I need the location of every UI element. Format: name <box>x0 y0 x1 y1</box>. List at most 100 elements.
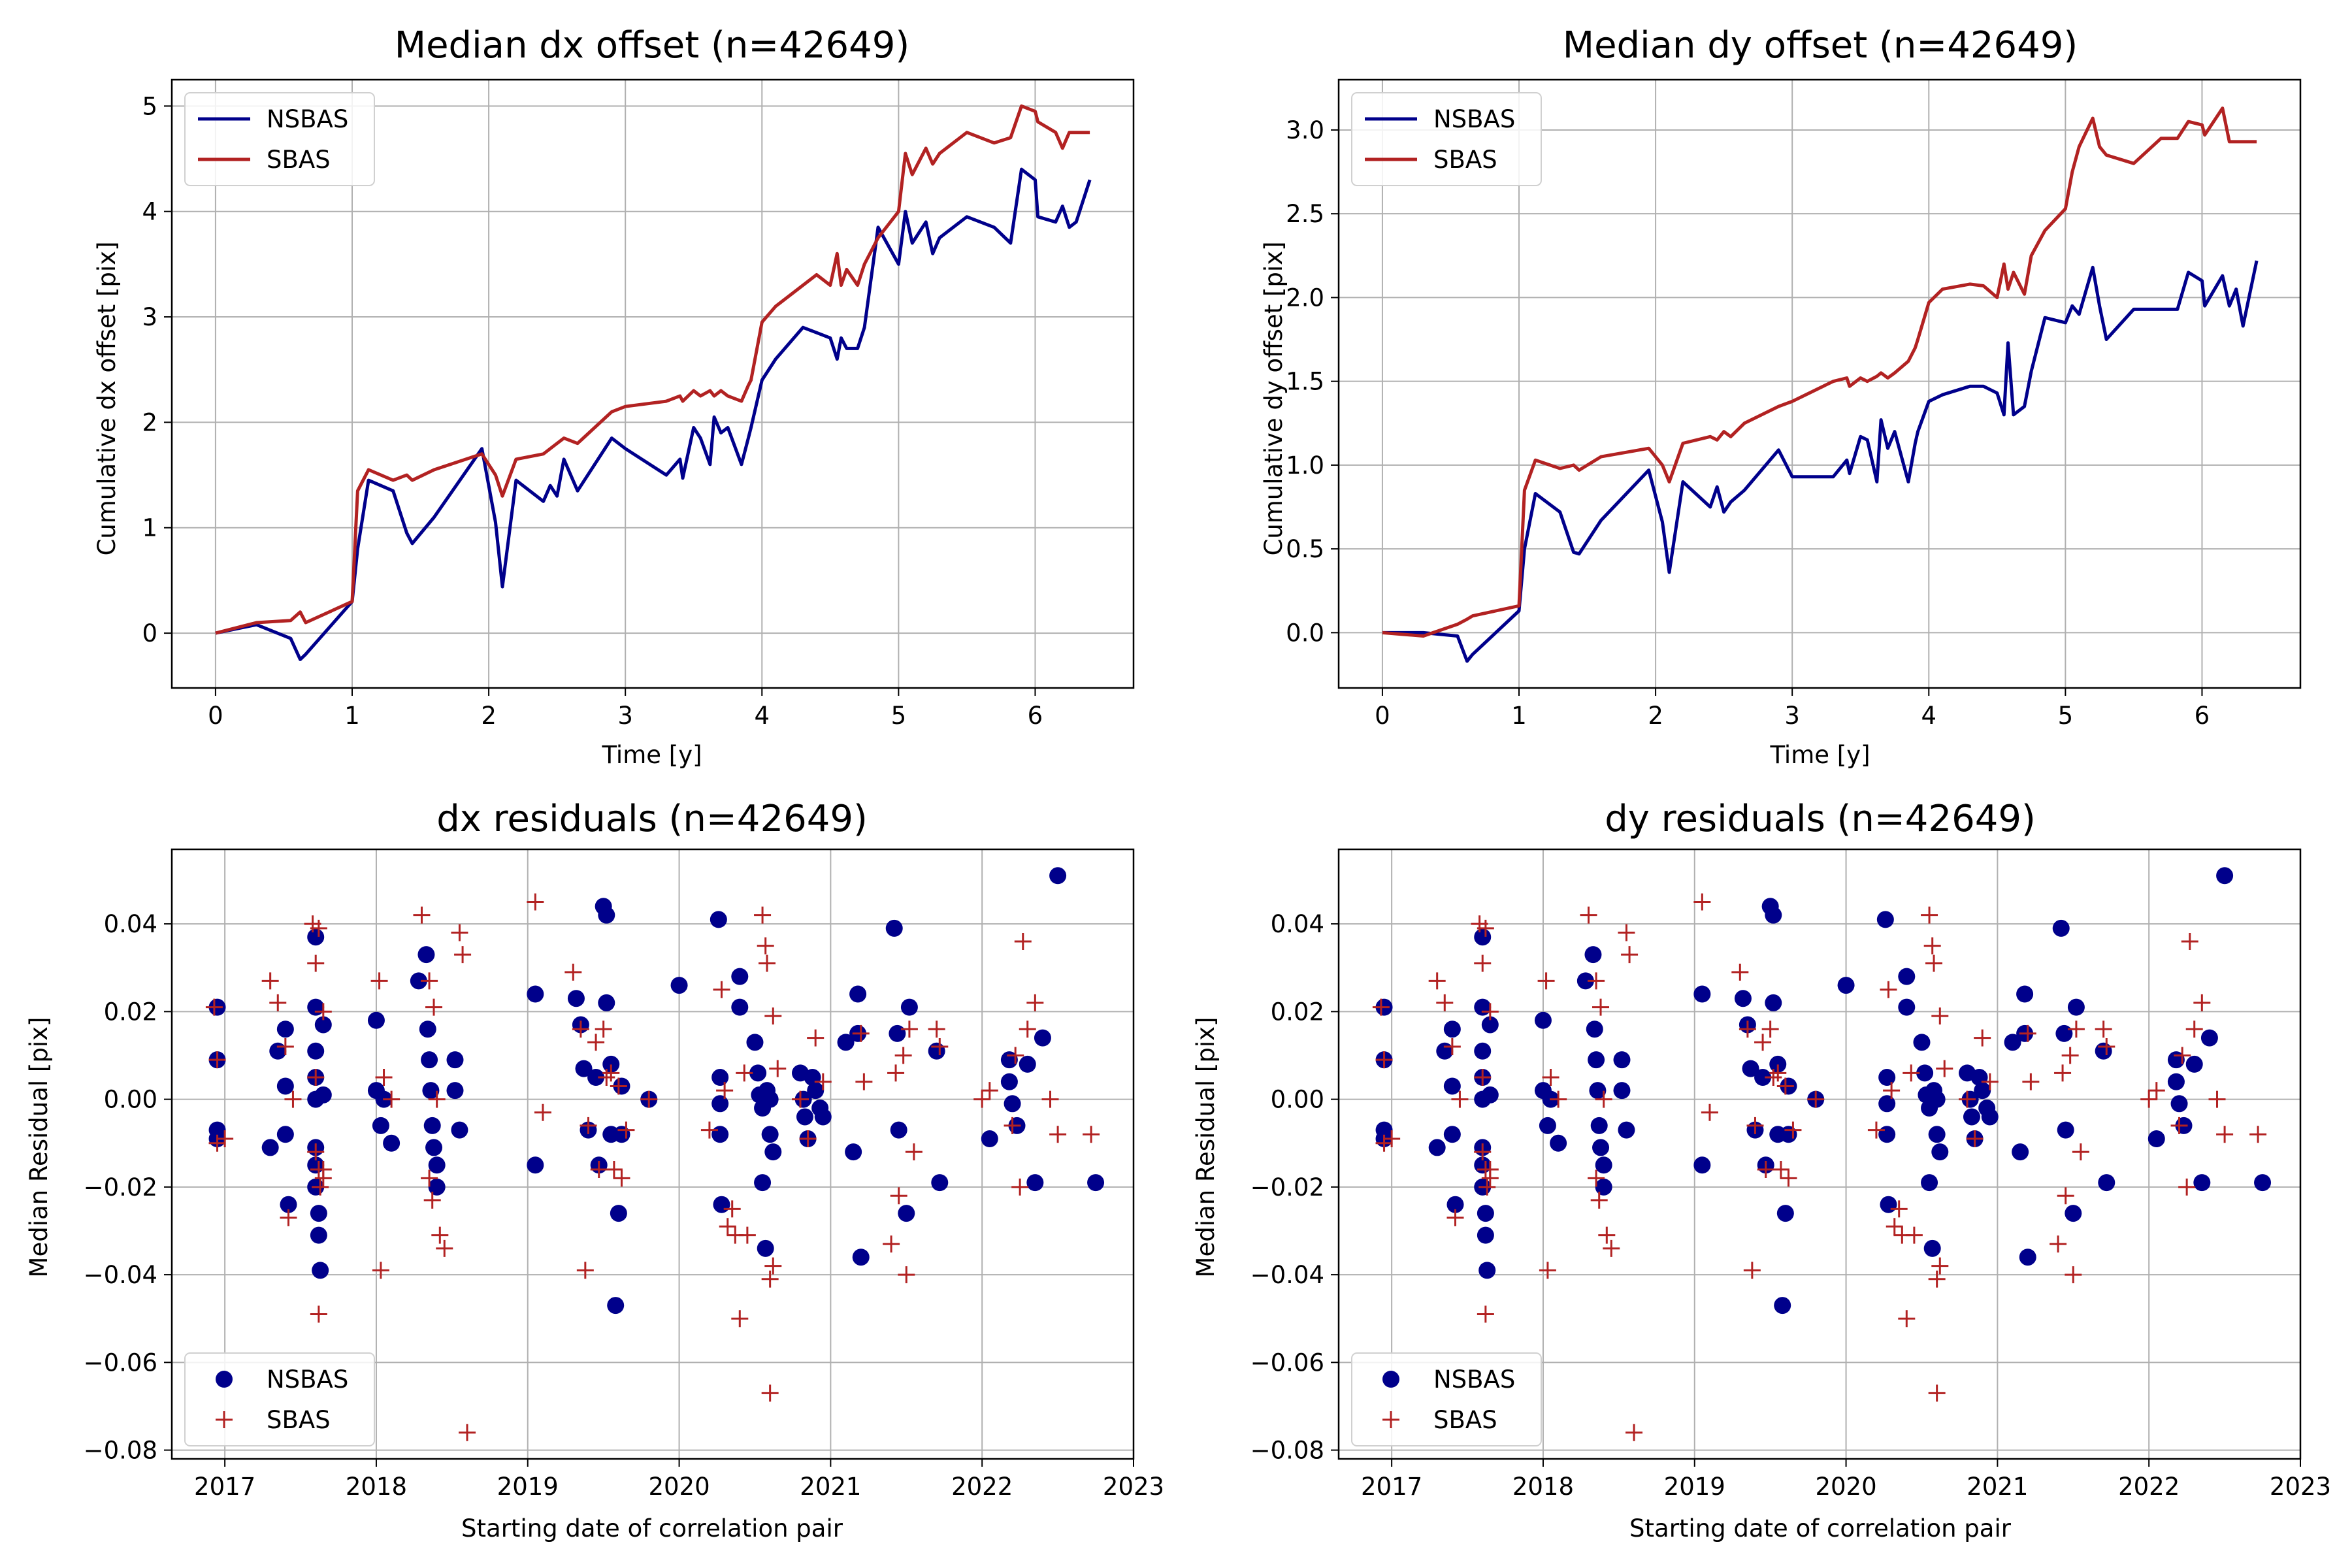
y-tick-label: −0.08 <box>84 1437 157 1465</box>
data-point-nsbas <box>1923 1239 1941 1257</box>
y-tick-label: 0.0 <box>1286 619 1324 647</box>
data-point-nsbas <box>1478 1262 1496 1279</box>
y-tick-label: 0.02 <box>104 998 157 1026</box>
data-point-nsbas <box>670 977 688 994</box>
data-point-nsbas <box>1693 985 1711 1003</box>
data-point-nsbas <box>746 1034 764 1051</box>
data-point-sbas <box>1443 1038 1461 1056</box>
data-point-nsbas <box>981 1130 998 1148</box>
x-tick-label: 2020 <box>648 1473 710 1501</box>
data-point-sbas <box>713 981 730 998</box>
data-point-nsbas <box>1592 1139 1610 1156</box>
data-point-sbas <box>1867 1121 1885 1139</box>
data-point-nsbas <box>764 1143 782 1161</box>
plot-area: 0 1 2 3 4 5 6 0.0 0.5 1.0 1.5 2.0 2.5 3.0 NSBAS SBAS <box>1286 78 2302 730</box>
data-point-sbas <box>2095 1021 2112 1038</box>
legend-swatch-sbas <box>216 1411 233 1428</box>
data-point-nsbas <box>610 1205 627 1222</box>
data-point-nsbas <box>1034 1029 1051 1047</box>
x-tick-label: 6 <box>2195 702 2210 730</box>
legend-swatch-nsbas <box>1382 1371 1399 1388</box>
data-point-nsbas <box>1019 1055 1036 1073</box>
data-point-nsbas <box>1595 1156 1612 1174</box>
data-point-nsbas <box>602 1055 620 1073</box>
data-point-sbas <box>280 1209 297 1226</box>
legend-box <box>1351 1352 1542 1446</box>
data-point-sbas <box>640 1090 658 1108</box>
data-point-nsbas <box>1474 928 1492 946</box>
x-tick-label: 0 <box>208 702 223 730</box>
data-point-sbas <box>1474 955 1492 972</box>
data-point-nsbas <box>928 1042 945 1060</box>
legend-label: SBAS <box>1433 1406 1497 1434</box>
data-point-sbas <box>2181 932 2198 950</box>
series-line-sbas <box>1382 106 2257 638</box>
data-point-sbas <box>716 1082 734 1100</box>
panel-dx-residuals: dx residuals (n=42649) Starting date of … <box>25 798 1164 1543</box>
x-tick-label: 2020 <box>1815 1473 1876 1501</box>
data-point-sbas <box>1580 906 1597 924</box>
data-point-nsbas <box>1928 1126 1946 1143</box>
data-point-sbas <box>527 893 544 911</box>
data-layer <box>1382 106 2259 663</box>
x-tick-label: 2022 <box>2118 1473 2180 1501</box>
data-point-nsbas <box>1584 946 1602 964</box>
data-point-nsbas <box>1913 1034 1931 1051</box>
data-point-sbas <box>1621 946 1639 964</box>
data-point-sbas <box>580 1117 597 1134</box>
data-point-sbas <box>1886 1218 1903 1235</box>
data-point-sbas <box>855 1073 873 1090</box>
data-point-sbas <box>723 1200 741 1218</box>
data-point-sbas <box>307 955 325 972</box>
data-point-sbas <box>1931 1007 1949 1025</box>
data-point-sbas <box>2193 994 2211 1011</box>
data-point-sbas <box>1746 1117 1764 1134</box>
y-tick-label: 2.5 <box>1286 200 1324 228</box>
data-point-nsbas <box>1878 1095 1896 1113</box>
legend: NSBAS SBAS <box>184 92 375 186</box>
data-point-sbas <box>731 1310 749 1328</box>
data-point-sbas <box>738 1226 756 1244</box>
data-point-nsbas <box>711 1126 729 1143</box>
data-point-sbas <box>1049 1126 1067 1143</box>
data-point-sbas <box>890 1187 907 1205</box>
panel-dx-offset: Median dx offset (n=42649) Time [y] Cumu… <box>93 24 1135 769</box>
data-point-sbas <box>613 1169 630 1187</box>
data-point-nsbas <box>1876 911 1894 928</box>
data-point-nsbas <box>2067 998 2085 1016</box>
data-point-sbas <box>261 972 279 990</box>
x-tick-label: 5 <box>891 702 907 730</box>
data-point-sbas <box>1903 1064 1920 1082</box>
data-point-nsbas <box>713 1196 730 1213</box>
data-point-sbas <box>372 1262 389 1279</box>
data-point-sbas <box>807 1029 825 1047</box>
data-point-sbas <box>2054 1064 2072 1082</box>
data-point-sbas <box>1761 1021 1779 1038</box>
data-point-sbas <box>1011 1178 1029 1196</box>
data-point-nsbas <box>1963 1108 1980 1126</box>
data-point-nsbas <box>421 1051 438 1069</box>
legend-label: NSBAS <box>267 1365 348 1394</box>
data-point-nsbas <box>280 1196 297 1213</box>
data-point-sbas <box>754 906 772 924</box>
data-point-nsbas <box>1576 972 1594 990</box>
data-point-nsbas <box>1534 1011 1552 1029</box>
data-point-nsbas <box>314 1086 332 1103</box>
legend-label: NSBAS <box>1433 105 1515 133</box>
y-tick-label: −0.04 <box>1250 1261 1324 1289</box>
data-point-sbas <box>208 1134 226 1152</box>
data-point-nsbas <box>1477 1226 1494 1244</box>
data-point-nsbas <box>761 1090 779 1108</box>
data-point-nsbas <box>1928 1090 1946 1108</box>
data-point-sbas <box>1921 906 1938 924</box>
data-point-sbas <box>1739 1021 1756 1038</box>
data-point-nsbas <box>1769 1055 1787 1073</box>
data-point-sbas <box>1451 1090 1469 1108</box>
data-point-nsbas <box>1974 1082 1991 1100</box>
x-tick-label: 2019 <box>497 1473 559 1501</box>
axes-frame <box>171 848 1135 1460</box>
data-point-sbas <box>413 906 431 924</box>
y-tick-label: −0.04 <box>84 1261 157 1289</box>
data-point-nsbas <box>1837 977 1855 994</box>
chart-title: Median dy offset (n=42649) <box>1563 24 2078 67</box>
